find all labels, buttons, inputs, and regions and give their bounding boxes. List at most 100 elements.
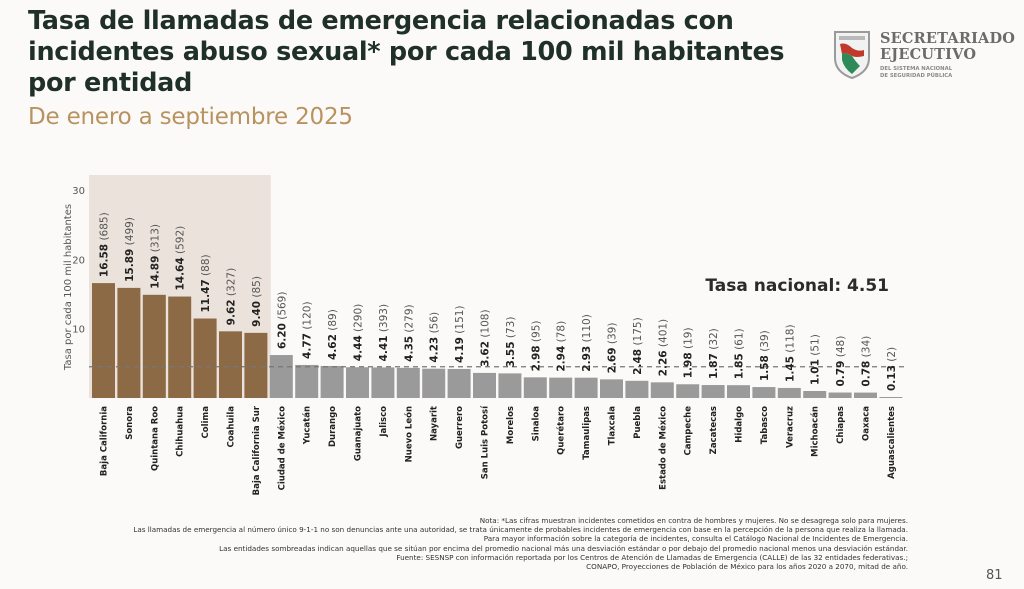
x-tick-label: Estado de México bbox=[657, 406, 668, 490]
bar bbox=[295, 364, 319, 398]
x-tick-label: Colima bbox=[201, 406, 211, 439]
note-line: Fuente: SESNSP con información reportada… bbox=[396, 552, 908, 562]
note-line: Las entidades sombreadas indican aquella… bbox=[219, 543, 908, 553]
data-label: 4.44 (290) bbox=[353, 304, 365, 362]
bar bbox=[828, 392, 852, 398]
bar bbox=[371, 367, 395, 398]
x-tick-label: Nuevo León bbox=[403, 406, 414, 462]
bar bbox=[396, 367, 420, 398]
page-number: 81 bbox=[986, 568, 1003, 583]
x-tick-label: Tlaxcala bbox=[608, 406, 618, 446]
x-tick-label: Jalisco bbox=[379, 406, 389, 438]
x-tick-label: Ciudad de México bbox=[276, 406, 287, 491]
data-label: 2.93 (110) bbox=[581, 314, 593, 372]
secretariado-logo: SECRETARIADO EJECUTIVO DEL SISTEMA NACIO… bbox=[832, 28, 1022, 84]
data-label: 4.19 (151) bbox=[454, 305, 466, 363]
data-label: 9.62 (327) bbox=[226, 268, 238, 326]
x-tick-label: Yucatán bbox=[303, 406, 313, 445]
logo-line-2: EJECUTIVO bbox=[880, 46, 977, 63]
bar bbox=[752, 387, 776, 398]
note-line: Las llamadas de emergencia al número úni… bbox=[133, 525, 908, 535]
x-tick-label: Querétaro bbox=[556, 406, 567, 455]
data-label: 14.89 (313) bbox=[149, 224, 161, 289]
bars bbox=[92, 283, 903, 398]
data-label: 16.58 (685) bbox=[99, 212, 111, 277]
x-tick-label: Tamaulipas bbox=[582, 406, 592, 460]
bar bbox=[777, 387, 801, 398]
x-tick-label: Morelos bbox=[506, 406, 516, 444]
bar bbox=[219, 331, 242, 398]
data-label: 11.47 (88) bbox=[200, 254, 212, 312]
data-label: 6.20 (569) bbox=[276, 292, 288, 350]
x-tick-label: Hidalgo bbox=[735, 406, 745, 443]
bar bbox=[600, 379, 623, 398]
x-tick-label: Sinaloa bbox=[531, 406, 541, 442]
y-tick-label: 30 bbox=[72, 186, 85, 197]
x-tick-label: Campeche bbox=[684, 406, 694, 456]
page-subtitle: De enero a septiembre 2025 bbox=[28, 104, 353, 130]
data-label: 4.77 (120) bbox=[302, 301, 314, 359]
data-label: 3.62 (108) bbox=[480, 309, 492, 367]
y-axis: 10 20 30 bbox=[72, 186, 85, 336]
bar bbox=[650, 382, 674, 398]
x-tick-label: Coahuila bbox=[227, 406, 237, 448]
x-tick-label: Quintana Roo bbox=[150, 406, 160, 471]
data-label: 0.13 (2) bbox=[886, 347, 898, 391]
bar bbox=[346, 367, 369, 398]
data-label: 3.55 (73) bbox=[505, 317, 517, 368]
bar bbox=[92, 283, 115, 398]
data-label: 4.41 (393) bbox=[378, 304, 390, 362]
bar bbox=[117, 287, 141, 398]
x-tick-label: Nayarit bbox=[430, 406, 440, 441]
data-label: 4.35 (279) bbox=[403, 304, 415, 362]
bar bbox=[422, 368, 446, 398]
data-label: 15.89 (499) bbox=[124, 217, 136, 282]
x-tick-label: Michoacán bbox=[811, 406, 821, 457]
x-tick-label: Zacatecas bbox=[709, 406, 719, 454]
logo-line-3: DEL SISTEMA NACIONAL DE SEGURIDAD PÚBLIC… bbox=[880, 66, 953, 79]
note-line: Para mayor información sobre la categorí… bbox=[483, 534, 908, 544]
x-tick-label: Oaxaca bbox=[862, 406, 872, 441]
x-tick-label: Puebla bbox=[633, 406, 643, 439]
bar bbox=[727, 385, 750, 398]
x-tick-label: Sonora bbox=[125, 406, 135, 440]
y-tick-label: 20 bbox=[72, 255, 85, 266]
national-rate-label: Tasa nacional: 4.51 bbox=[705, 276, 889, 296]
data-label: 2.94 (78) bbox=[556, 321, 568, 372]
x-tick-label: Chihuahua bbox=[176, 406, 186, 457]
data-labels: 16.58 (685) 15.89 (499) 14.89 (313) 14.64 (… bbox=[99, 212, 898, 391]
data-label: 0.78 (34) bbox=[861, 336, 873, 387]
note-line: Nota: *Las cifras muestran incidentes co… bbox=[479, 516, 908, 525]
x-tick-label: Tabasco bbox=[760, 406, 770, 444]
bar bbox=[320, 365, 344, 398]
bar bbox=[193, 318, 217, 398]
data-label: 2.48 (175) bbox=[632, 317, 644, 375]
bar bbox=[676, 384, 700, 398]
bar bbox=[574, 377, 598, 398]
x-tick-label: Baja California Sur bbox=[252, 405, 262, 495]
bar bbox=[142, 294, 166, 398]
footnotes: Nota: *Las cifras muestran incidentes co… bbox=[8, 516, 908, 571]
x-tick-label: Guerrero bbox=[455, 406, 465, 449]
bar bbox=[854, 392, 877, 398]
data-label: 1.58 (39) bbox=[759, 330, 771, 381]
bar bbox=[879, 397, 903, 398]
data-label: 0.79 (48) bbox=[835, 336, 847, 387]
y-axis-label: Tasa por cada 100 mil habitantes bbox=[63, 204, 74, 371]
logo-line-1: SECRETARIADO bbox=[880, 30, 1016, 47]
data-label: 2.69 (39) bbox=[607, 323, 619, 374]
data-label: 2.26 (401) bbox=[657, 319, 669, 377]
bar bbox=[447, 368, 471, 398]
data-label: 4.23 (56) bbox=[429, 312, 441, 363]
x-tick-label: Veracruz bbox=[785, 406, 795, 448]
data-label: 14.64 (592) bbox=[175, 226, 187, 291]
bar bbox=[625, 380, 649, 398]
data-label: 2.98 (95) bbox=[530, 321, 542, 372]
bar bbox=[523, 377, 547, 398]
data-label: 1.98 (19) bbox=[683, 327, 695, 378]
bar bbox=[803, 391, 827, 398]
bar bbox=[269, 355, 293, 398]
x-tick-label: Baja California bbox=[100, 406, 110, 476]
bar bbox=[473, 372, 496, 398]
